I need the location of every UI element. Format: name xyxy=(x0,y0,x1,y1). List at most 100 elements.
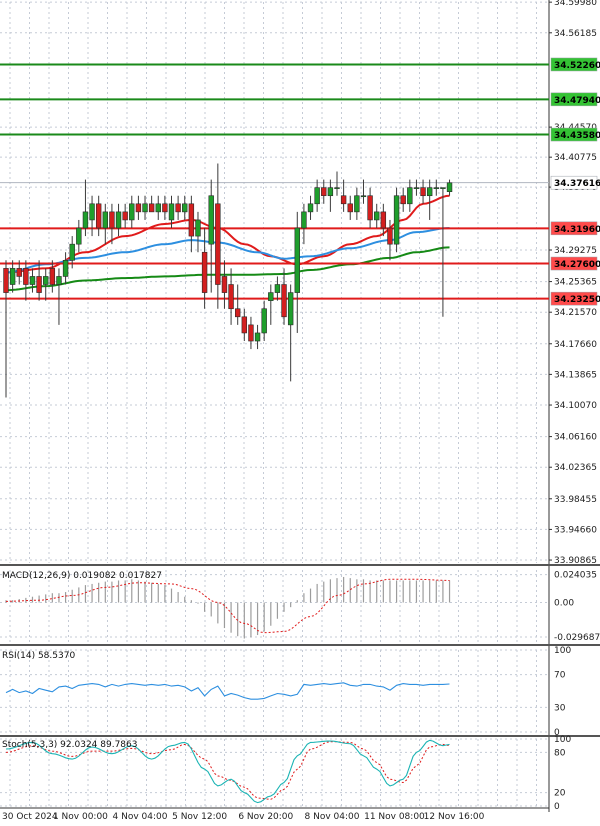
candle-body xyxy=(36,276,42,293)
candle-body xyxy=(109,211,115,229)
price-tick-label: 34.29275 xyxy=(554,246,597,256)
candle-body xyxy=(274,284,281,293)
candle-body xyxy=(440,187,446,189)
candle-body xyxy=(367,195,373,221)
candle-body xyxy=(334,187,340,189)
candle-body xyxy=(215,203,221,285)
candle-body xyxy=(201,251,208,293)
level-badge-label: 34.31960 xyxy=(554,225,600,235)
candle-body xyxy=(235,308,241,318)
stoch-tick-label: 20 xyxy=(554,789,566,799)
current-price-badge-label: 34.37616 xyxy=(554,179,600,189)
candle-body xyxy=(228,284,234,310)
level-badge-label: 34.47940 xyxy=(554,96,600,106)
candle-body xyxy=(340,195,347,205)
moving-average-line-2 xyxy=(5,246,450,292)
candle-body xyxy=(9,268,16,285)
candle-body xyxy=(122,211,128,221)
candle-body xyxy=(393,195,400,245)
price-tick-label: 34.25365 xyxy=(554,278,597,288)
level-badge-label: 34.27600 xyxy=(554,260,600,270)
candle-body xyxy=(407,187,413,205)
candle-body xyxy=(314,187,320,205)
candle-body xyxy=(387,227,393,245)
stoch-k-line xyxy=(5,739,450,804)
candle-body xyxy=(155,203,161,213)
price-tick-label: 34.56185 xyxy=(554,29,597,39)
candle-body xyxy=(3,268,9,293)
price-tick-label: 33.98455 xyxy=(554,495,597,505)
level-badge-bg xyxy=(550,256,598,271)
candle-body xyxy=(413,187,420,189)
price-tick-label: 34.17660 xyxy=(554,340,597,350)
price-tick-label: 34.10070 xyxy=(554,401,597,411)
candle-body xyxy=(268,292,274,301)
candle-body xyxy=(374,211,380,221)
candle-body xyxy=(307,203,314,213)
x-tick-label: 30 Oct 2024 xyxy=(2,812,58,822)
level-badge-label: 34.43580 xyxy=(554,131,600,141)
price-tick-label: 34.06160 xyxy=(554,433,597,443)
candle-body xyxy=(102,211,109,229)
candle-body xyxy=(294,227,300,293)
candle-body xyxy=(16,268,22,277)
macd-label: MACD(12,26,9) 0.019082 0.017827 xyxy=(2,571,162,581)
candle-body xyxy=(89,203,95,221)
stoch-tick-label: 0 xyxy=(554,802,560,812)
rsi-line xyxy=(5,682,450,700)
rsi-tick-label: 0 xyxy=(554,728,560,738)
macd-tick-label: 0.024035 xyxy=(554,571,597,581)
x-tick-label: 11 Nov 08:00 xyxy=(364,812,425,822)
candle-body xyxy=(208,195,214,245)
stoch-tick-label: 80 xyxy=(554,748,566,758)
candle-body xyxy=(115,211,122,229)
level-badge-label: 34.52260 xyxy=(554,61,600,71)
candle-body xyxy=(23,268,29,285)
stoch-tick-label: 100 xyxy=(554,735,571,745)
stoch-label: Stoch(5,3,3) 92.0324 89.7863 xyxy=(2,740,137,750)
candle-body xyxy=(248,324,254,342)
candle-body xyxy=(327,187,334,197)
level-badge-bg xyxy=(550,127,598,142)
candle-body xyxy=(49,268,56,285)
candle-body xyxy=(420,187,426,197)
x-tick-label: 1 Nov 00:00 xyxy=(53,812,108,822)
level-badge-bg xyxy=(550,291,598,306)
level-badge-bg xyxy=(550,57,598,72)
price-tick-label: 34.40775 xyxy=(554,153,597,163)
macd-tick-label: -0.029687 xyxy=(554,633,600,643)
rsi-tick-label: 100 xyxy=(554,646,571,656)
candle-body xyxy=(287,292,294,326)
level-badge-label: 34.23250 xyxy=(554,295,600,305)
candle-body xyxy=(62,260,69,277)
candle-body xyxy=(433,187,439,189)
candle-body xyxy=(162,203,168,213)
macd-tick-label: 0.00 xyxy=(554,599,574,609)
candle-body xyxy=(241,316,248,334)
price-tick-label: 34.02365 xyxy=(554,463,597,473)
candle-body xyxy=(380,211,387,229)
x-tick-label: 8 Nov 04:00 xyxy=(305,812,360,822)
candle-body xyxy=(182,203,188,213)
candle-body xyxy=(43,276,49,285)
candle-body xyxy=(29,276,36,285)
price-tick-label: 33.94660 xyxy=(554,525,597,535)
candle-body xyxy=(354,195,360,213)
price-tick-label: 34.21570 xyxy=(554,308,597,318)
current-price-badge-bg xyxy=(550,175,598,190)
candle-body xyxy=(148,203,155,213)
candle-body xyxy=(301,211,307,229)
candle-body xyxy=(175,203,181,213)
candle-body xyxy=(129,203,135,221)
rsi-label: RSI(14) 58.5370 xyxy=(2,651,75,661)
candle-body xyxy=(76,227,82,245)
candle-body xyxy=(135,203,142,213)
candle-body xyxy=(281,284,287,318)
candle-body xyxy=(261,308,267,334)
x-tick-label: 12 Nov 16:00 xyxy=(424,812,485,822)
rsi-tick-label: 70 xyxy=(554,671,566,681)
x-tick-label: 5 Nov 12:00 xyxy=(172,812,227,822)
x-tick-label: 4 Nov 04:00 xyxy=(113,812,168,822)
candle-body xyxy=(400,195,406,205)
price-tick-label: 34.59980 xyxy=(554,0,597,8)
